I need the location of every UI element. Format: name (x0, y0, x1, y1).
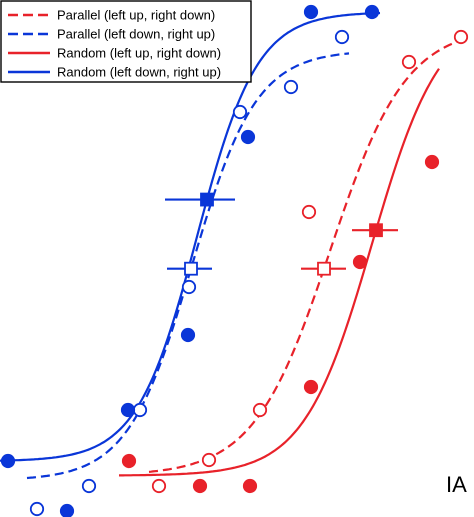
point-series-4-7 (364, 4, 380, 20)
point-series-1-5 (401, 54, 417, 70)
curve-series-3 (119, 68, 440, 477)
pse-marker-series-1 (317, 261, 331, 276)
data-points (0, 4, 469, 517)
point-series-1-6 (453, 29, 469, 45)
point-series-2-6 (283, 79, 299, 95)
point-series-1-1 (151, 478, 167, 494)
point-series-3-2 (192, 478, 208, 494)
point-series-1-4 (301, 204, 317, 220)
point-series-4-3 (120, 402, 136, 418)
point-series-2-1 (29, 501, 45, 517)
panel-label: IA (446, 472, 467, 497)
legend-label-1: Parallel (left up, right down) (57, 8, 215, 23)
point-series-2-7 (334, 29, 350, 45)
curve-series-2 (26, 52, 350, 480)
point-series-4-4 (180, 327, 196, 343)
fitted-curves (0, 11, 470, 480)
pse-markers (165, 192, 398, 276)
point-series-3-1 (121, 453, 137, 469)
legend-label-2: Parallel (left down, right up) (57, 27, 215, 42)
curve-series-1 (148, 36, 470, 473)
point-series-4-5 (240, 129, 256, 145)
point-series-3-3 (242, 478, 258, 494)
point-series-1-3 (252, 402, 268, 418)
point-series-2-4 (181, 279, 197, 295)
legend: Parallel (left up, right down) Parallel (… (0, 0, 252, 83)
point-series-4-6 (303, 4, 319, 20)
point-series-3-6 (424, 154, 440, 170)
legend-label-4: Random (left down, right up) (57, 65, 221, 80)
point-series-4-2 (59, 503, 75, 517)
point-series-1-2 (201, 452, 217, 468)
point-series-4-1 (0, 453, 16, 469)
point-series-2-5 (232, 104, 248, 120)
point-series-2-2 (81, 478, 97, 494)
pse-marker-series-2 (184, 261, 198, 276)
point-series-3-5 (352, 254, 368, 270)
legend-label-3: Random (left up, right down) (57, 46, 221, 61)
pse-marker-series-4 (200, 192, 214, 207)
point-series-3-4 (303, 379, 319, 395)
point-series-2-3 (132, 402, 148, 418)
pse-marker-series-3 (369, 223, 383, 238)
